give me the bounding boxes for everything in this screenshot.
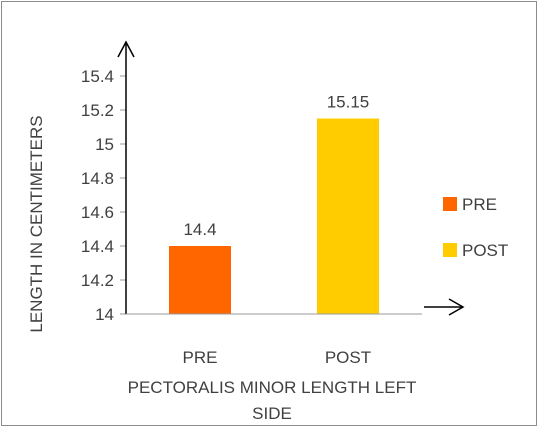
- legend-label: PRE: [462, 195, 497, 214]
- y-tick-label: 14.8: [81, 169, 114, 188]
- y-tick-label: 15: [95, 135, 114, 154]
- x-axis-title-line2: SIDE: [252, 404, 292, 423]
- bars: [169, 118, 379, 314]
- x-axis-title-line1: PECTORALIS MINOR LENGTH LEFT: [128, 378, 417, 397]
- y-tick-label: 14: [95, 305, 114, 324]
- legend-label: POST: [462, 241, 508, 260]
- y-axis-ticks: 14 14.2 14.4 14.6 14.8 15 15.2 15.4: [81, 67, 126, 324]
- legend-swatch: [443, 243, 457, 257]
- legend-swatch: [443, 197, 457, 211]
- legend: PRE POST: [443, 195, 508, 260]
- y-tick-label: 14.4: [81, 237, 114, 256]
- bar-value-label: 14.4: [183, 220, 216, 239]
- y-tick-label: 15.4: [81, 67, 114, 86]
- bar-pre: [169, 246, 231, 314]
- y-tick-label: 14.6: [81, 203, 114, 222]
- bar-post: [317, 118, 379, 314]
- bar-data-labels: 14.4 15.15: [183, 93, 369, 240]
- y-tick-label: 14.2: [81, 271, 114, 290]
- y-axis-arrow-icon: [117, 40, 135, 58]
- bar-value-label: 15.15: [327, 93, 370, 112]
- x-tick-label: PRE: [183, 348, 218, 367]
- x-axis-arrow-icon: [448, 298, 465, 316]
- x-tick-label: POST: [325, 348, 371, 367]
- y-axis-title: LENGTH IN CENTIMETERS: [27, 115, 46, 332]
- y-tick-label: 15.2: [81, 101, 114, 120]
- x-axis-ticks: PRE POST: [183, 348, 372, 367]
